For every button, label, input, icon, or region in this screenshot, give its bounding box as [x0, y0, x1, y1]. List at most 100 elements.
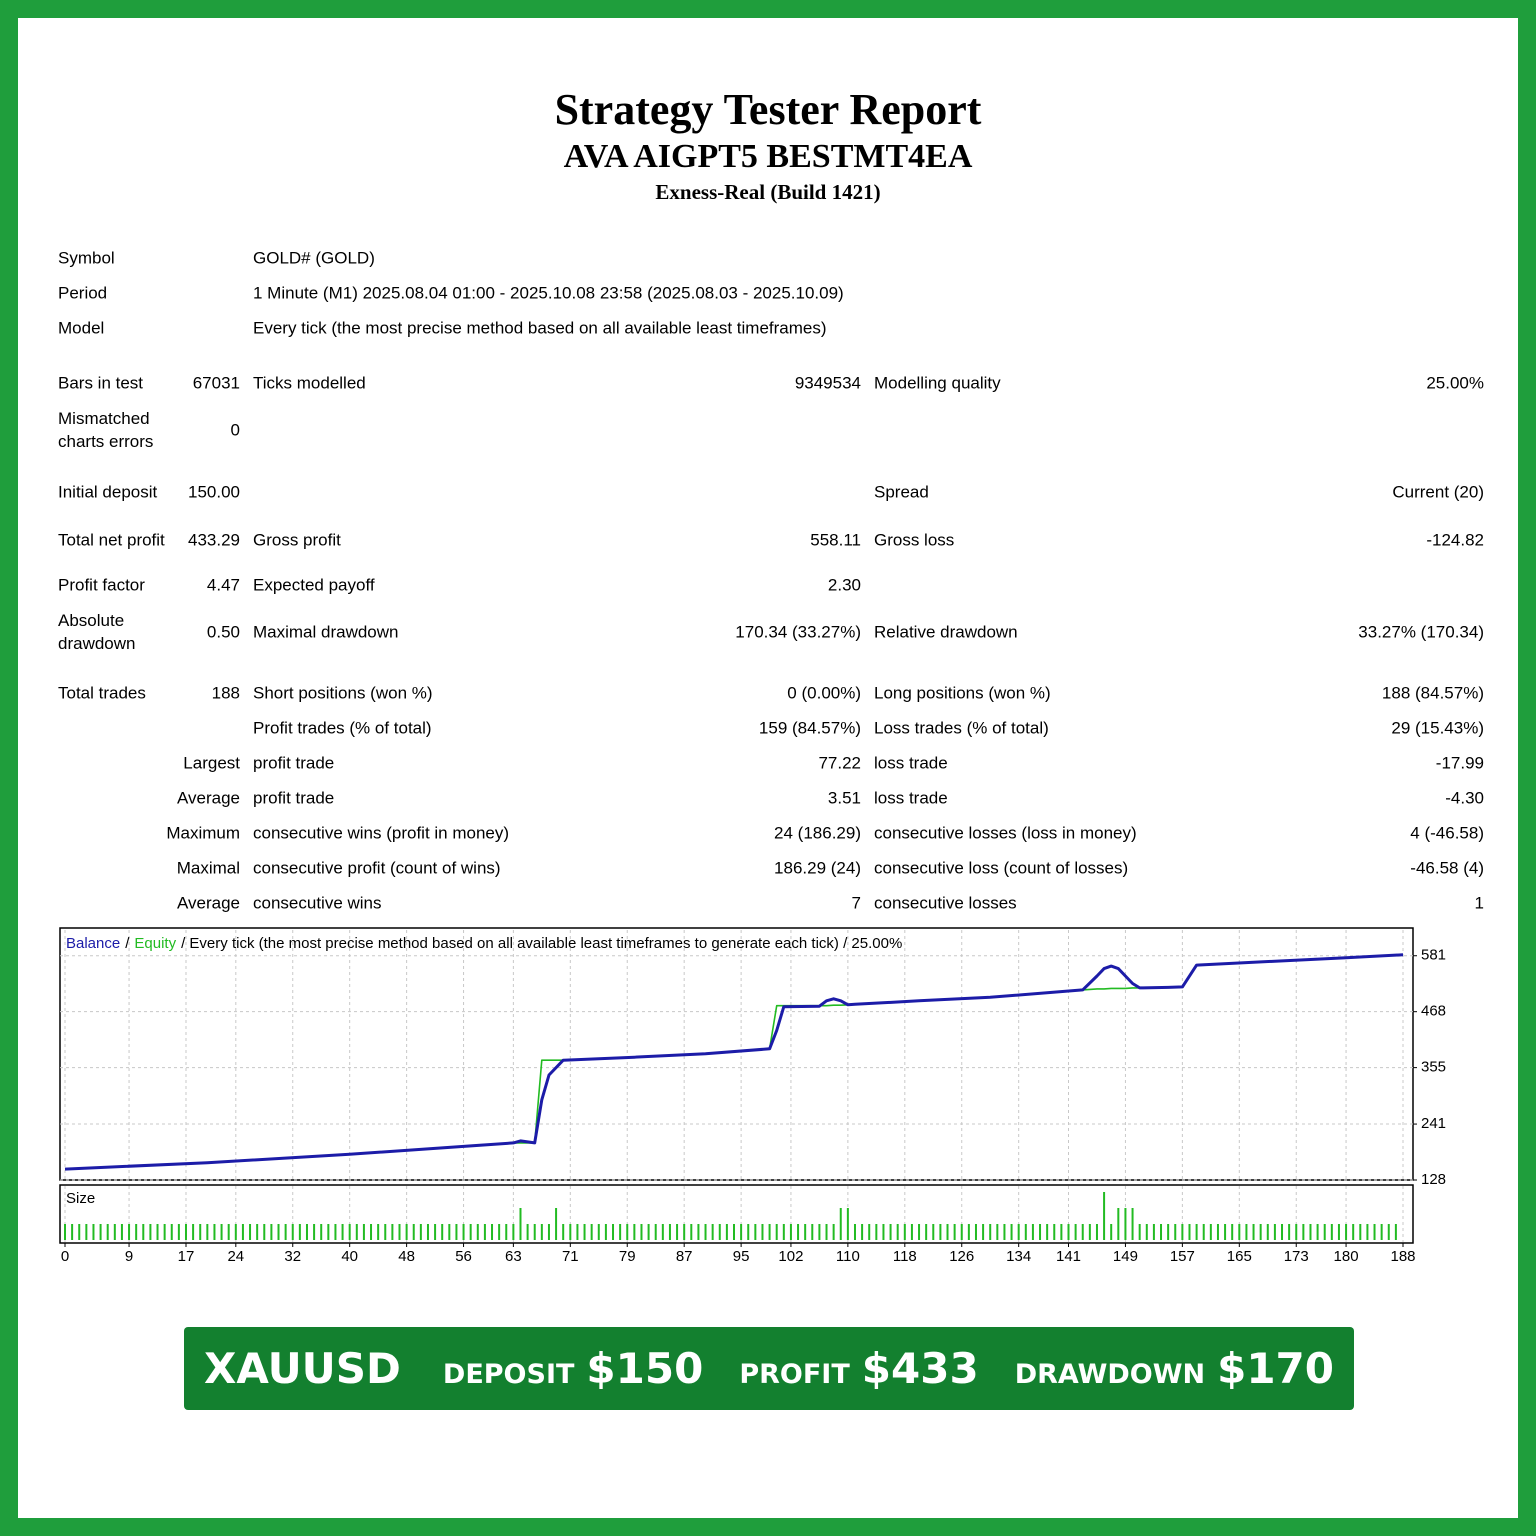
size-bar — [313, 1224, 316, 1240]
size-bar — [1245, 1224, 1248, 1240]
size-bar — [960, 1224, 963, 1240]
size-bar — [775, 1224, 778, 1240]
stat-value: 1 — [1474, 893, 1484, 913]
size-bar — [804, 1224, 807, 1240]
size-bar — [1039, 1224, 1042, 1240]
y-tick-label: 128 — [1421, 1171, 1446, 1188]
size-bar — [341, 1224, 344, 1240]
size-bar — [213, 1224, 216, 1240]
stat-label: Long positions (won %) — [874, 683, 1051, 703]
size-bar — [469, 1224, 472, 1240]
size-bar — [163, 1224, 166, 1240]
x-tick-label: 141 — [1056, 1248, 1081, 1265]
size-bar — [839, 1208, 842, 1240]
size-bar — [910, 1224, 913, 1240]
size-bar — [597, 1224, 600, 1240]
size-bar — [483, 1224, 486, 1240]
size-bar — [853, 1224, 856, 1240]
size-bar — [1266, 1224, 1269, 1240]
size-bar — [661, 1224, 664, 1240]
size-bar — [718, 1224, 721, 1240]
stat-value: 188 (84.57%) — [1381, 683, 1484, 703]
stat-label: Total net profit — [58, 530, 165, 550]
x-tick-label: 17 — [178, 1248, 195, 1265]
x-tick-label: 180 — [1334, 1248, 1359, 1265]
banner-value: $433 — [861, 1344, 979, 1393]
size-bar — [1138, 1224, 1141, 1240]
stat-value: -46.58 (4) — [1410, 858, 1484, 878]
size-bar — [1031, 1224, 1034, 1240]
size-bar — [405, 1224, 408, 1240]
size-bar — [690, 1224, 693, 1240]
stat-label: Absolute drawdown — [58, 611, 136, 653]
size-bar — [1252, 1224, 1255, 1240]
legend-separator: / — [125, 935, 130, 952]
stat-value: -124.82 — [1426, 530, 1484, 550]
x-tick-label: 149 — [1113, 1248, 1138, 1265]
size-bar — [298, 1224, 301, 1240]
size-bar — [455, 1224, 458, 1240]
size-bar — [434, 1224, 437, 1240]
size-bar — [398, 1224, 401, 1240]
size-bar — [1088, 1224, 1091, 1240]
size-bar — [1288, 1224, 1291, 1240]
size-bar — [263, 1224, 266, 1240]
size-bar — [426, 1224, 429, 1240]
size-bar — [448, 1224, 451, 1240]
stat-value: 7 — [851, 893, 861, 913]
size-bar — [761, 1224, 764, 1240]
size-bar — [391, 1224, 394, 1240]
stat-value: 24 (186.29) — [774, 823, 861, 843]
stat-value: 433.29 — [188, 530, 240, 550]
stat-value: 0 — [230, 420, 240, 440]
series-line — [64, 953, 1404, 1171]
size-bar — [1359, 1224, 1362, 1240]
size-bar — [1195, 1224, 1198, 1240]
size-bar — [555, 1208, 558, 1240]
size-bar — [92, 1224, 95, 1240]
size-bar — [348, 1224, 351, 1240]
stat-value: 67031 — [192, 373, 240, 393]
stat-label: Profit factor — [58, 575, 145, 595]
size-bar — [491, 1224, 494, 1240]
size-bar — [654, 1224, 657, 1240]
stat-value: 33.27% (170.34) — [1358, 622, 1484, 642]
stat-label: Short positions (won %) — [253, 683, 433, 703]
stat-value: 4 (-46.58) — [1410, 823, 1484, 843]
info-label: Symbol — [58, 248, 115, 268]
stat-label: consecutive loss (count of losses) — [874, 858, 1129, 878]
size-bar — [846, 1208, 849, 1240]
report-title: Strategy Tester Report — [554, 85, 982, 134]
size-bar — [71, 1224, 74, 1240]
paper — [18, 18, 1518, 1518]
y-tick-label: 468 — [1421, 1003, 1446, 1020]
size-bar — [327, 1224, 330, 1240]
size-bar — [782, 1224, 785, 1240]
size-bar — [562, 1224, 565, 1240]
size-bar — [1202, 1224, 1205, 1240]
stat-value: 9349534 — [794, 373, 861, 393]
size-bar — [533, 1224, 536, 1240]
plot-area — [59, 927, 1414, 1181]
size-bar — [1181, 1224, 1184, 1240]
size-bar — [996, 1224, 999, 1240]
size-bar — [1302, 1224, 1305, 1240]
size-bar — [206, 1224, 209, 1240]
size-bar — [135, 1224, 138, 1240]
legend-entry: Balance — [66, 935, 120, 952]
size-bar — [633, 1224, 636, 1240]
stat-label: Bars in test — [58, 373, 144, 393]
size-bar — [1124, 1208, 1127, 1240]
size-bar — [476, 1224, 479, 1240]
x-tick-label: 48 — [398, 1248, 415, 1265]
size-bar — [683, 1224, 686, 1240]
size-bar — [1259, 1224, 1262, 1240]
size-bar — [1174, 1224, 1177, 1240]
size-bar — [462, 1224, 465, 1240]
stat-label: consecutive profit (count of wins) — [253, 858, 501, 878]
banner-item: DRAWDOWN $170 — [1015, 1344, 1334, 1393]
stat-value: Largest — [183, 753, 240, 773]
size-bar — [889, 1224, 892, 1240]
size-bar — [1337, 1224, 1340, 1240]
size-bar — [1117, 1208, 1120, 1240]
